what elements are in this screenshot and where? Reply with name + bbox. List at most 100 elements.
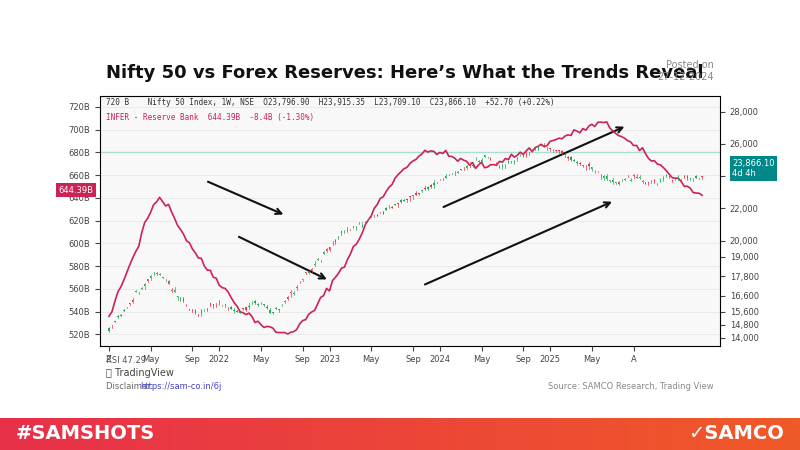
Bar — [669, 176, 670, 177]
Bar — [194, 310, 196, 313]
Bar — [287, 297, 289, 299]
Bar — [606, 176, 607, 179]
Text: Source: SAMCO Research, Trading View: Source: SAMCO Research, Trading View — [548, 382, 714, 391]
Bar — [686, 176, 688, 178]
Bar — [514, 161, 515, 162]
Bar — [662, 178, 664, 180]
Bar — [666, 175, 667, 176]
Bar — [305, 272, 306, 273]
Bar — [418, 193, 420, 194]
Bar — [639, 177, 640, 178]
Bar — [332, 243, 333, 244]
Bar — [215, 305, 217, 306]
Bar — [242, 308, 244, 309]
Bar — [633, 175, 634, 176]
Bar — [234, 310, 235, 311]
Bar — [683, 176, 685, 177]
Bar — [135, 291, 137, 292]
Bar — [558, 150, 560, 152]
Bar — [237, 310, 238, 312]
Bar — [141, 288, 142, 289]
Bar — [335, 240, 336, 242]
Bar — [123, 310, 125, 311]
Bar — [630, 180, 631, 181]
Bar — [338, 237, 339, 238]
Bar — [189, 309, 190, 310]
Bar — [579, 162, 581, 164]
Bar — [534, 148, 536, 149]
Bar — [531, 149, 533, 151]
Bar — [415, 193, 417, 194]
Bar — [588, 164, 590, 166]
Bar — [362, 225, 363, 227]
Bar — [570, 157, 572, 160]
Bar — [150, 276, 151, 278]
Bar — [317, 259, 318, 260]
Bar — [168, 281, 170, 284]
Bar — [472, 165, 474, 166]
Bar — [490, 159, 491, 160]
Bar — [225, 304, 226, 306]
Text: ✓SAMCO: ✓SAMCO — [688, 424, 784, 443]
Bar — [171, 290, 172, 291]
Bar — [654, 180, 655, 181]
Bar — [424, 188, 426, 189]
Bar — [326, 249, 327, 251]
Bar — [394, 204, 396, 205]
Bar — [329, 247, 330, 250]
Bar — [323, 252, 324, 254]
Bar — [180, 298, 181, 299]
Bar — [412, 195, 414, 196]
Bar — [290, 292, 291, 293]
Bar — [227, 307, 229, 308]
Bar — [144, 284, 146, 286]
Bar — [406, 199, 408, 200]
Text: Nifty 50 vs Forex Reserves: Here’s What the Trends Reveal: Nifty 50 vs Forex Reserves: Here’s What … — [106, 64, 704, 82]
Bar — [386, 208, 387, 210]
Bar — [206, 309, 208, 310]
Bar — [147, 279, 148, 281]
Bar — [564, 154, 566, 155]
Bar — [198, 315, 199, 316]
Bar — [526, 154, 527, 157]
Bar — [648, 182, 649, 183]
Bar — [484, 155, 485, 157]
Bar — [672, 180, 673, 181]
Bar — [469, 164, 470, 166]
Text: 23,866.10
4d 4h: 23,866.10 4d 4h — [733, 159, 775, 178]
Bar — [636, 177, 638, 178]
Text: 720 B    Nifty 50 Index, 1W, NSE  O23,796.90  H23,915.35  L23,709.10  C23,866.10: 720 B Nifty 50 Index, 1W, NSE O23,796.90… — [106, 98, 555, 107]
Bar — [308, 272, 310, 273]
Bar — [463, 167, 464, 168]
Bar — [341, 231, 342, 233]
Bar — [213, 304, 214, 306]
Bar — [400, 200, 402, 202]
Bar — [478, 161, 479, 162]
Bar — [201, 310, 202, 314]
Bar — [591, 167, 593, 169]
Bar — [603, 176, 605, 178]
Text: RSI 47.29: RSI 47.29 — [106, 356, 146, 365]
Bar — [445, 176, 446, 178]
Text: #SAMSHOTS: #SAMSHOTS — [16, 424, 155, 443]
Bar — [132, 300, 134, 302]
Bar — [391, 207, 393, 208]
Bar — [174, 290, 175, 292]
Bar — [370, 216, 372, 217]
Bar — [156, 273, 158, 274]
Bar — [162, 277, 163, 278]
Bar — [159, 274, 160, 275]
Text: 644.39B: 644.39B — [59, 186, 94, 195]
Bar — [618, 182, 619, 184]
Bar — [433, 183, 434, 185]
Bar — [582, 165, 583, 166]
Bar — [114, 321, 115, 322]
Bar — [517, 158, 518, 159]
Text: ⧖ TradingView: ⧖ TradingView — [106, 368, 174, 378]
Bar — [466, 166, 467, 168]
Bar — [690, 178, 691, 180]
Bar — [403, 200, 405, 201]
Bar — [218, 302, 220, 303]
Bar — [192, 310, 193, 311]
Bar — [239, 312, 241, 313]
